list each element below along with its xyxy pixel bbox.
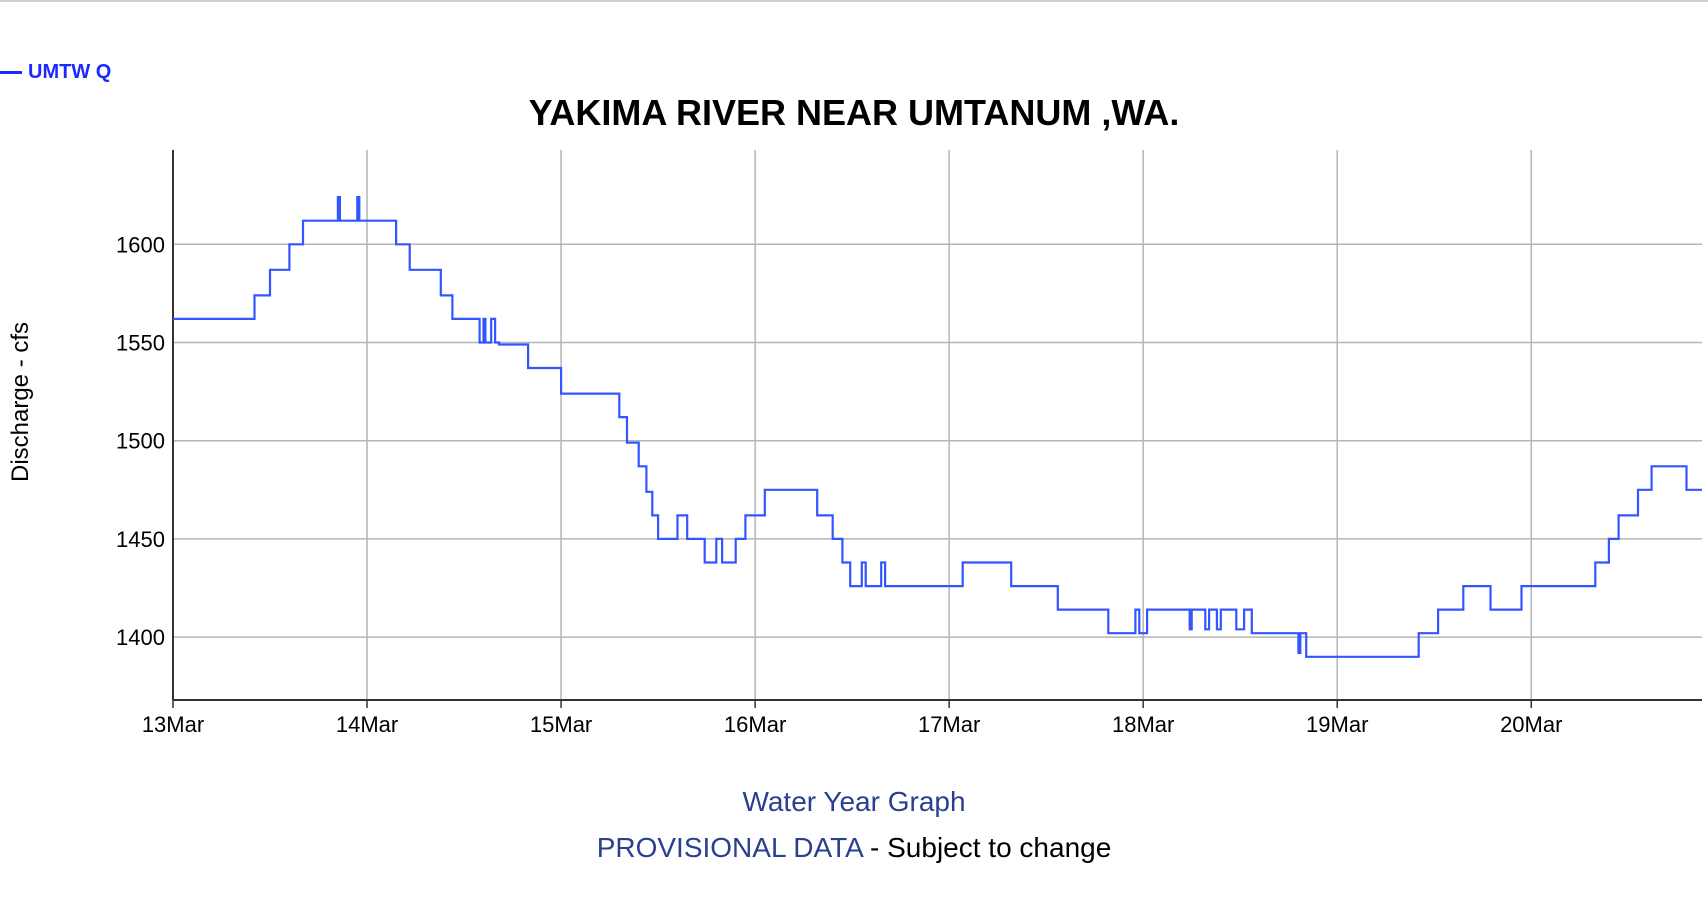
- axes: [172, 150, 1702, 708]
- x-tick-label: 13Mar: [142, 712, 204, 737]
- y-tick-label: 1500: [116, 429, 165, 454]
- y-tick-label: 1450: [116, 527, 165, 552]
- top-divider: [0, 0, 1708, 2]
- footer-links: Water Year Graph: [0, 786, 1708, 818]
- y-tick-label: 1600: [116, 232, 165, 257]
- series-layer: [173, 196, 1702, 658]
- provisional-data-link[interactable]: PROVISIONAL DATA: [596, 832, 863, 863]
- legend-swatch: [0, 70, 22, 74]
- provisional-notice: PROVISIONAL DATA - Subject to change: [0, 832, 1708, 864]
- water-year-graph-link[interactable]: Water Year Graph: [742, 786, 966, 817]
- y-tick-labels: 1400 1450 1500 1550 1600: [116, 232, 165, 650]
- x-tick-label: 18Mar: [1112, 712, 1174, 737]
- y-tick-label: 1400: [116, 625, 165, 650]
- chart-title-wrap: YAKIMA RIVER NEAR UMTANUM ,WA.: [0, 92, 1708, 134]
- provisional-suffix: - Subject to change: [862, 832, 1112, 863]
- x-tick-label: 17Mar: [918, 712, 980, 737]
- chart-legend: UMTW Q: [0, 60, 111, 84]
- x-tick-label: 15Mar: [530, 712, 592, 737]
- x-tick-label: 16Mar: [724, 712, 786, 737]
- x-tick-label: 14Mar: [336, 712, 398, 737]
- legend-label: UMTW Q: [28, 60, 112, 83]
- chart-title: YAKIMA RIVER NEAR UMTANUM ,WA.: [528, 92, 1180, 133]
- y-axis-label: Discharge - cfs: [7, 322, 34, 482]
- y-tick-label: 1550: [116, 331, 165, 356]
- x-tick-label: 19Mar: [1306, 712, 1368, 737]
- series-line-umtw-q: [173, 196, 1702, 658]
- x-tick-labels: 13Mar 14Mar 15Mar 16Mar 17Mar 18Mar 19Mar 20Mar: [142, 712, 1563, 737]
- x-tick-label: 20Mar: [1500, 712, 1562, 737]
- grid-lines: [173, 150, 1702, 700]
